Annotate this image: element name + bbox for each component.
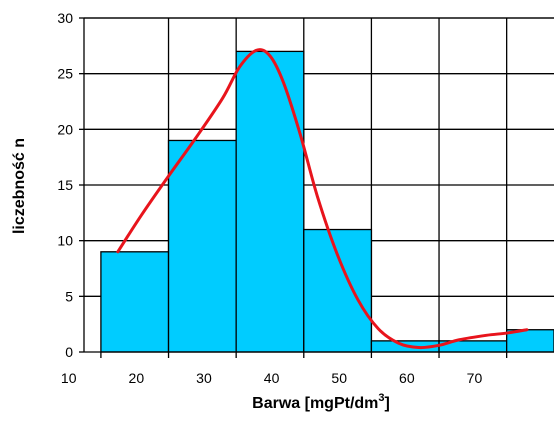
x-tick-labels: 10 20 30 40 50 60 70	[61, 370, 483, 386]
histogram-bar-4	[303, 228, 373, 353]
fit-curve-layer	[116, 48, 529, 350]
y-tick-label-25: 25	[57, 66, 73, 82]
x-axis-title: Barwa [mgPt/dm3]	[252, 392, 390, 412]
x-tick-label-60: 60	[399, 370, 415, 386]
y-axis-title: liczebność n	[11, 138, 28, 234]
axes	[79, 17, 554, 358]
x-tick-label-30: 30	[196, 370, 212, 386]
y-tick-label-30: 30	[57, 10, 73, 26]
histogram-bar-2	[167, 139, 237, 353]
x-tick-label-70: 70	[467, 370, 483, 386]
y-tick-label-5: 5	[65, 288, 73, 304]
x-axis-title-sup: 3	[378, 392, 384, 404]
x-tick-label-40: 40	[264, 370, 280, 386]
histogram-bars	[100, 50, 554, 353]
y-tick-label-0: 0	[65, 344, 73, 360]
y-tick-label-20: 20	[57, 121, 73, 137]
x-tick-label-50: 50	[331, 370, 347, 386]
y-tick-label-10: 10	[57, 233, 73, 249]
histogram-bar-3	[235, 50, 305, 353]
x-axis-title-main: Barwa [mgPt/dm	[252, 395, 378, 412]
x-tick-label-10: 10	[61, 370, 77, 386]
x-tick-label-20: 20	[129, 370, 145, 386]
fit-curve	[116, 48, 529, 350]
y-tick-label-15: 15	[57, 177, 73, 193]
x-axis-title-end: ]	[385, 395, 390, 412]
y-tick-labels: 0 5 10 15 20 25 30	[57, 10, 73, 360]
histogram-bar-1	[100, 251, 170, 353]
